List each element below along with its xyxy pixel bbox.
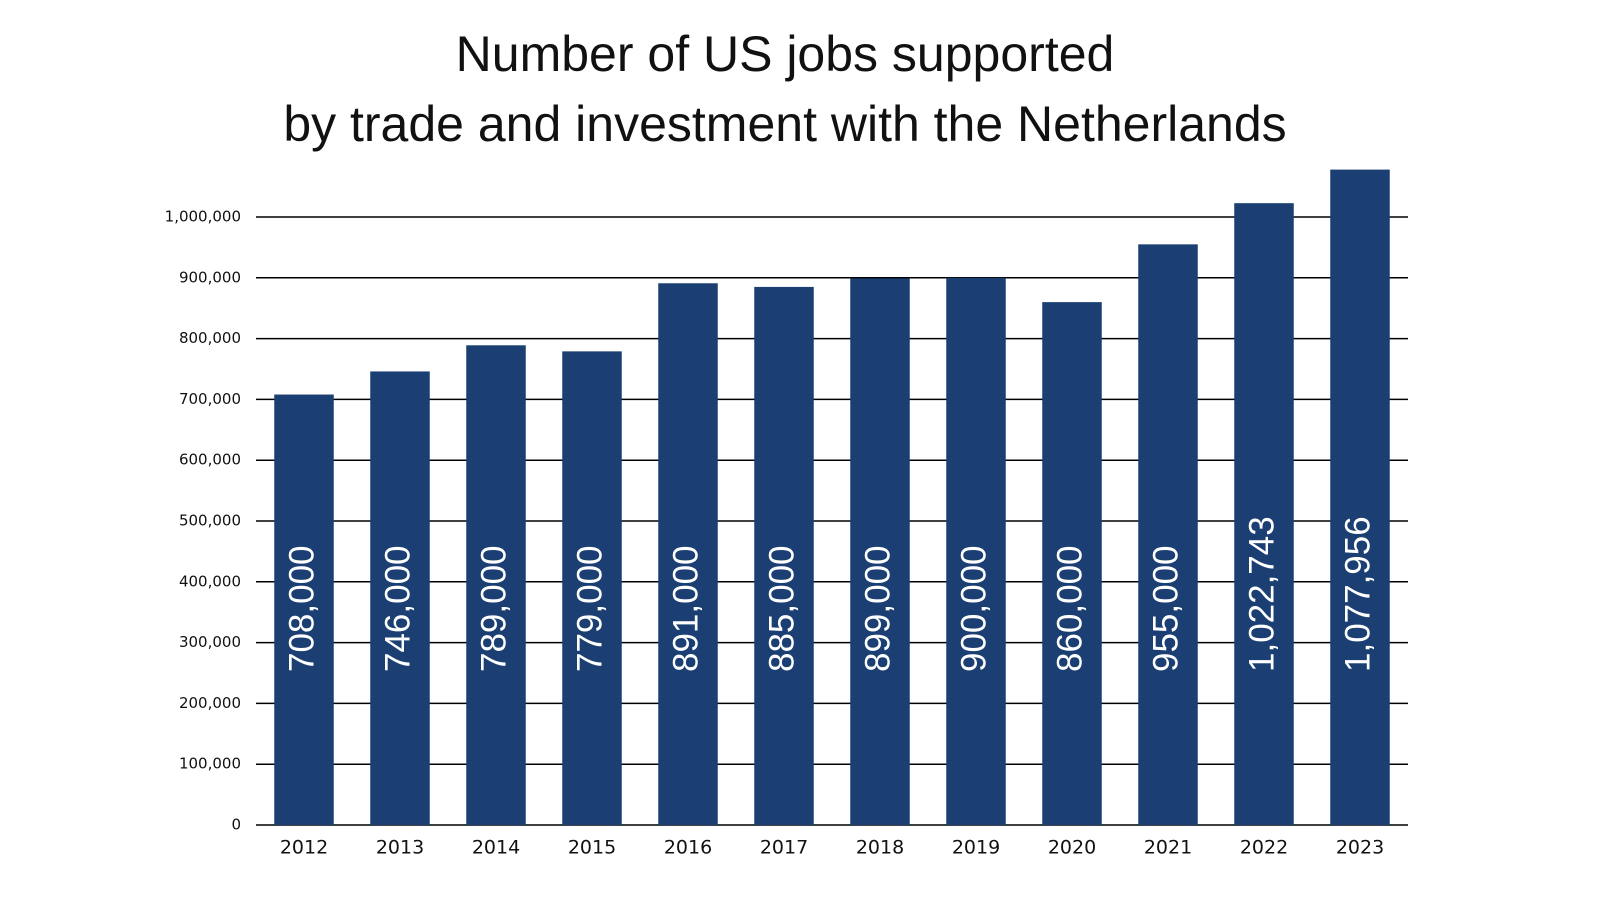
- value-label: 746,000: [378, 545, 417, 672]
- bar: [658, 283, 718, 826]
- x-tick-label: 2023: [1336, 837, 1384, 859]
- value-label: 779,000: [570, 545, 609, 672]
- y-tick-label: 600,000: [179, 451, 241, 469]
- y-tick-label: 300,000: [179, 633, 241, 651]
- bar: [1330, 169, 1390, 825]
- value-label: 899,000: [858, 545, 897, 672]
- x-tick-label: 2022: [1240, 837, 1288, 859]
- value-label: 955,000: [1146, 545, 1185, 672]
- value-label: 860,000: [1050, 545, 1089, 672]
- bar: [562, 351, 622, 825]
- y-tick-label: 200,000: [179, 694, 241, 712]
- y-tick-label: 900,000: [179, 268, 241, 286]
- x-tick-label: 2015: [568, 837, 616, 859]
- value-label: 885,000: [762, 545, 801, 672]
- bar: [754, 286, 814, 825]
- x-tick-label: 2020: [1048, 837, 1096, 859]
- y-tick-label: 0: [231, 816, 241, 834]
- y-tick-label: 700,000: [179, 390, 241, 408]
- bar: [370, 371, 430, 825]
- bar: [274, 394, 334, 825]
- value-label: 789,000: [474, 545, 513, 672]
- y-tick-label: 100,000: [179, 755, 241, 773]
- bar: [850, 278, 910, 826]
- bar: [1234, 203, 1294, 826]
- value-label: 1,077,956: [1338, 516, 1377, 672]
- x-tick-label: 2012: [280, 837, 328, 859]
- value-label: 891,000: [666, 545, 705, 672]
- y-tick-label: 500,000: [179, 512, 241, 530]
- bar: [1042, 302, 1102, 825]
- x-tick-label: 2017: [760, 837, 808, 859]
- x-tick-label: 2019: [952, 837, 1000, 859]
- y-tick-label: 800,000: [179, 329, 241, 347]
- y-tick-label: 400,000: [179, 572, 241, 590]
- bar: [466, 345, 526, 825]
- chart-title: by trade and investment with the Netherl…: [283, 96, 1286, 152]
- x-tick-label: 2014: [472, 837, 520, 859]
- chart-title: Number of US jobs supported: [456, 26, 1115, 82]
- value-label: 1,022,743: [1242, 516, 1281, 672]
- value-label: 708,000: [282, 545, 321, 672]
- x-tick-label: 2018: [856, 837, 904, 859]
- y-tick-label: 1,000,000: [165, 208, 241, 226]
- x-tick-label: 2013: [376, 837, 424, 859]
- bar: [1138, 244, 1198, 826]
- x-tick-label: 2021: [1144, 837, 1192, 859]
- x-tick-label: 2016: [664, 837, 712, 859]
- bar: [946, 277, 1006, 825]
- value-label: 900,000: [954, 545, 993, 672]
